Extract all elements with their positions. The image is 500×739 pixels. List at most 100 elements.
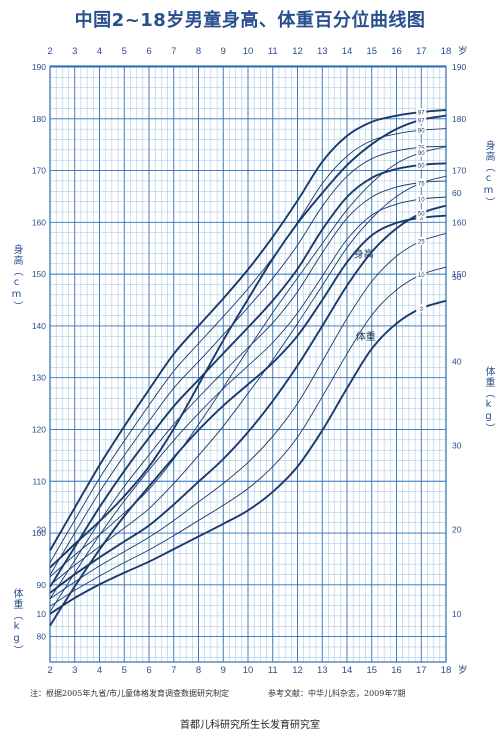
height-curve-p90 xyxy=(49,128,447,563)
x-tick-label-top: 11 xyxy=(268,46,278,57)
weight-curve-label: 体重 xyxy=(356,330,376,343)
x-tick-label-top: 2 xyxy=(47,46,52,57)
x-tick-label-top: 7 xyxy=(171,46,176,57)
age-unit-top: 岁 xyxy=(458,45,468,57)
x-tick-label-top: 17 xyxy=(416,46,427,57)
x-tick-label-bottom: 12 xyxy=(292,665,303,676)
height-curve-label: 3 xyxy=(420,216,424,222)
height-curve-label-bg xyxy=(416,195,427,204)
height-curve-label: 10 xyxy=(418,198,425,204)
weight-tick-label-right: 30 xyxy=(452,441,462,451)
x-tick-label-top: 12 xyxy=(292,46,303,57)
x-tick-label-top: 9 xyxy=(221,46,226,57)
height-axis-title-left: 身高（cm） xyxy=(11,244,22,312)
weight-curve-p75 xyxy=(49,175,447,586)
weight-curve-label-bg xyxy=(416,304,427,313)
x-tick-label-bottom: 17 xyxy=(416,665,427,676)
height-axis-title-right: 身高（cm） xyxy=(483,140,494,208)
plot-frame xyxy=(49,65,447,663)
height-tick-label-left: 120 xyxy=(32,424,46,434)
weight-curve-label-bg xyxy=(416,236,427,245)
x-tick-label-bottom: 8 xyxy=(196,665,201,676)
weight-curve-p90 xyxy=(49,146,447,578)
y-axis-labels: 80 90 100 110 120 130 140 150 160 170 180 190 150 160… xyxy=(32,62,467,642)
height-tick-label-left: 190 xyxy=(32,62,46,72)
x-tick-label-top: 16 xyxy=(391,46,402,57)
x-tick-label-bottom: 4 xyxy=(97,665,102,676)
weight-curve-label-bg xyxy=(416,115,427,124)
height-tick-label-left: 180 xyxy=(32,114,46,124)
x-tick-label-bottom: 15 xyxy=(366,665,377,676)
footer-note-row: 注：根据2005年九省/市儿童体格发育调查数据研究制定 参考文献：中华儿科杂志，… xyxy=(30,688,490,699)
height-curve-label: 97 xyxy=(418,111,425,117)
height-curve-p25 xyxy=(49,180,447,600)
weight-tick-label-right: 50 xyxy=(452,272,462,282)
height-curves: 3 10 25 50 75 90 97 xyxy=(49,108,447,627)
weight-curve-label-bg xyxy=(416,270,427,279)
height-tick-label-left: 80 xyxy=(37,632,47,642)
height-tick-label-left: 170 xyxy=(32,166,46,176)
weight-curve-p50 xyxy=(49,204,447,594)
height-tick-label-right: 190 xyxy=(452,62,466,72)
height-tick-label-left: 160 xyxy=(32,217,46,227)
weight-curve-label-bg xyxy=(416,209,427,218)
x-tick-label-top: 3 xyxy=(72,46,77,57)
x-tick-label-bottom: 13 xyxy=(317,665,328,676)
x-tick-label-bottom: 3 xyxy=(72,665,77,676)
weight-tick-label-left: 10 xyxy=(37,609,47,619)
height-tick-label-left: 150 xyxy=(32,269,46,279)
height-curve-label-bg xyxy=(416,160,427,169)
height-curve-label: 50 xyxy=(418,163,425,169)
x-tick-label-top: 18 xyxy=(441,46,452,57)
weight-curve-label-bg xyxy=(416,148,427,157)
weight-curve-label: 50 xyxy=(418,212,425,218)
weight-axis-title-left: 体重（kg） xyxy=(11,588,22,656)
weight-curves: 3 10 25 50 75 90 97 xyxy=(49,114,447,615)
x-tick-label-bottom: 16 xyxy=(391,665,402,676)
height-curve-p3 xyxy=(49,214,447,627)
x-tick-label-bottom: 7 xyxy=(171,665,176,676)
x-tick-label-top: 8 xyxy=(196,46,201,57)
x-tick-label-bottom: 6 xyxy=(146,665,151,676)
x-tick-label-top: 4 xyxy=(97,46,102,57)
footer-org: 首都儿科研究所生长发育研究室 xyxy=(180,720,320,731)
x-tick-label-bottom: 9 xyxy=(221,665,226,676)
height-tick-label-right: 150 xyxy=(452,269,466,279)
x-tick-label-top: 10 xyxy=(243,46,254,57)
weight-tick-label-right: 10 xyxy=(452,609,462,619)
height-curve-label: 90 xyxy=(418,129,425,135)
height-tick-label-right: 180 xyxy=(452,114,466,124)
weight-curve-label-bg xyxy=(416,178,427,187)
weight-curve-p25 xyxy=(49,232,447,600)
x-tick-label-top: 5 xyxy=(122,46,127,57)
height-curve-label-bg xyxy=(416,213,427,222)
height-tick-label-left: 100 xyxy=(32,528,46,538)
height-curve-label-bg xyxy=(416,126,427,135)
weight-curve-label: 90 xyxy=(418,151,425,157)
height-tick-label-left: 90 xyxy=(37,580,47,590)
footer-reference: 参考文献：中华儿科杂志，2009年7期 xyxy=(268,689,406,698)
height-tick-label-right: 160 xyxy=(452,217,466,227)
x-tick-label-bottom: 14 xyxy=(342,665,353,676)
x-tick-label-top: 6 xyxy=(146,46,151,57)
height-curve-label: 身高 xyxy=(354,247,374,260)
weight-tick-label-right: 40 xyxy=(452,356,462,366)
weight-curve-p97 xyxy=(49,114,447,569)
weight-curve-label: 10 xyxy=(418,273,425,279)
height-tick-label-left: 130 xyxy=(32,373,46,383)
weight-curve-label: 3 xyxy=(420,307,424,313)
height-tick-label-right: 170 xyxy=(452,166,466,176)
weight-tick-label-left: 20 xyxy=(37,525,47,535)
footer-note: 注：根据2005年九省/市儿童体格发育调查数据研究制定 xyxy=(30,689,230,698)
age-unit-bottom: 岁 xyxy=(458,664,468,676)
weight-curve-label: 25 xyxy=(418,239,425,245)
height-curve-p50 xyxy=(49,162,447,588)
height-tick-label-left: 110 xyxy=(32,476,46,486)
height-curve-label-bg xyxy=(416,143,427,152)
x-tick-label-bottom: 10 xyxy=(243,665,254,676)
weight-curve-label: 75 xyxy=(418,181,425,187)
chart-title: 中国2~18岁男童身高、体重百分位曲线图 xyxy=(74,10,426,31)
weight-curve-p3 xyxy=(49,299,447,615)
x-tick-label-top: 15 xyxy=(366,46,377,57)
